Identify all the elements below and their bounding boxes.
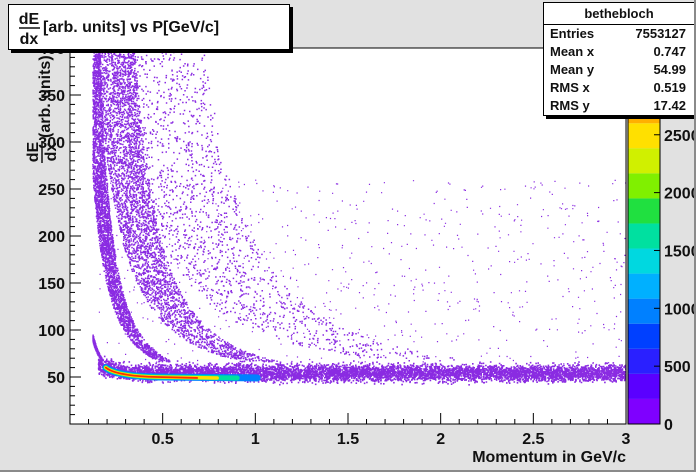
- x-tick-label: 1.5: [337, 431, 359, 448]
- y-tick-label: 150: [38, 276, 65, 293]
- y-tick-label: 200: [38, 229, 65, 246]
- title-frac-den: dx: [20, 31, 39, 48]
- kaon-band: [92, 48, 171, 363]
- stats-value: 7553127: [635, 26, 686, 41]
- palette-tick-label: 1500: [664, 243, 696, 260]
- y-axis-units: (arb. units): [37, 55, 54, 138]
- pion-band: [92, 334, 105, 362]
- x-axis: 0.5 1 1.5 2 2.5 3: [88, 413, 631, 448]
- x-tick-label: 2: [436, 431, 445, 448]
- stats-value: 17.42: [653, 98, 686, 113]
- palette-bin: [628, 348, 660, 374]
- x-tick-label: 2.5: [522, 431, 544, 448]
- stats-label: RMS y: [550, 98, 590, 113]
- stats-row-rms-y: RMS y 17.42: [544, 97, 694, 115]
- palette-bin: [628, 373, 660, 399]
- palette-bin: [628, 298, 660, 324]
- stats-label: RMS x: [550, 80, 590, 95]
- stats-box: bethebloch Entries 7553127 Mean x 0.747 …: [543, 2, 695, 116]
- stats-value: 0.519: [653, 80, 686, 95]
- palette-tick-label: 2500: [664, 128, 696, 145]
- stats-value: 0.747: [653, 44, 686, 59]
- palette-bin: [628, 398, 660, 424]
- y-tick-label: 300: [38, 135, 65, 152]
- y-axis-frac-den: dx: [43, 143, 60, 162]
- title-rest: [arb. units] vs P[GeV/c]: [43, 19, 219, 36]
- x-tick-label: 0.5: [152, 431, 174, 448]
- y-tick-label: 250: [38, 182, 65, 199]
- canvas-border-right: [694, 0, 696, 472]
- palette-tick-label: 500: [664, 359, 691, 376]
- core-contour-3: [104, 366, 199, 379]
- title-text: dE dx [arb. units] vs P[GeV/c]: [19, 11, 219, 48]
- palette-bin: [628, 123, 660, 149]
- title-frac-num: dE: [19, 11, 40, 28]
- palette-tick-label: 2000: [664, 186, 696, 203]
- proton-band: [95, 48, 278, 363]
- stats-row-rms-x: RMS x 0.519: [544, 79, 694, 97]
- stats-row-mean-x: Mean x 0.747: [544, 43, 694, 61]
- palette-bin: [628, 273, 660, 299]
- stats-row-mean-y: Mean y 54.99: [544, 61, 694, 79]
- stats-label: Entries: [550, 26, 595, 41]
- x-tick-label: 3: [622, 431, 631, 448]
- y-tick-label: 350: [38, 88, 65, 105]
- stats-label: Mean x: [550, 44, 595, 59]
- palette-bin: [628, 198, 660, 224]
- y-axis-frac-num: dE: [25, 141, 42, 162]
- palette-bin: [628, 248, 660, 274]
- stats-value: 54.99: [653, 62, 686, 77]
- density-layer: [92, 48, 626, 386]
- stats-label: Mean y: [550, 62, 595, 77]
- canvas-border-bottom: [0, 470, 696, 472]
- y-axis: 50100150200250300350400: [38, 41, 81, 425]
- x-axis-title: Momentum in GeV/c: [472, 449, 626, 466]
- x-tick-label: 1: [251, 431, 260, 448]
- title-box: dE dx [arb. units] vs P[GeV/c]: [8, 4, 290, 50]
- y-tick-label: 50: [47, 370, 65, 387]
- y-tick-label: 100: [38, 323, 65, 340]
- y-axis-title: dE dx (arb. units): [25, 55, 60, 163]
- palette-bin: [628, 173, 660, 199]
- stats-row-entries: Entries 7553127: [544, 25, 694, 43]
- palette-bin: [628, 323, 660, 349]
- palette-bin: [628, 223, 660, 249]
- palette-tick-label: 0: [664, 417, 673, 434]
- palette-bin: [628, 148, 660, 174]
- stats-histogram-name: bethebloch: [544, 3, 694, 25]
- palette-tick-label: 1000: [664, 301, 696, 318]
